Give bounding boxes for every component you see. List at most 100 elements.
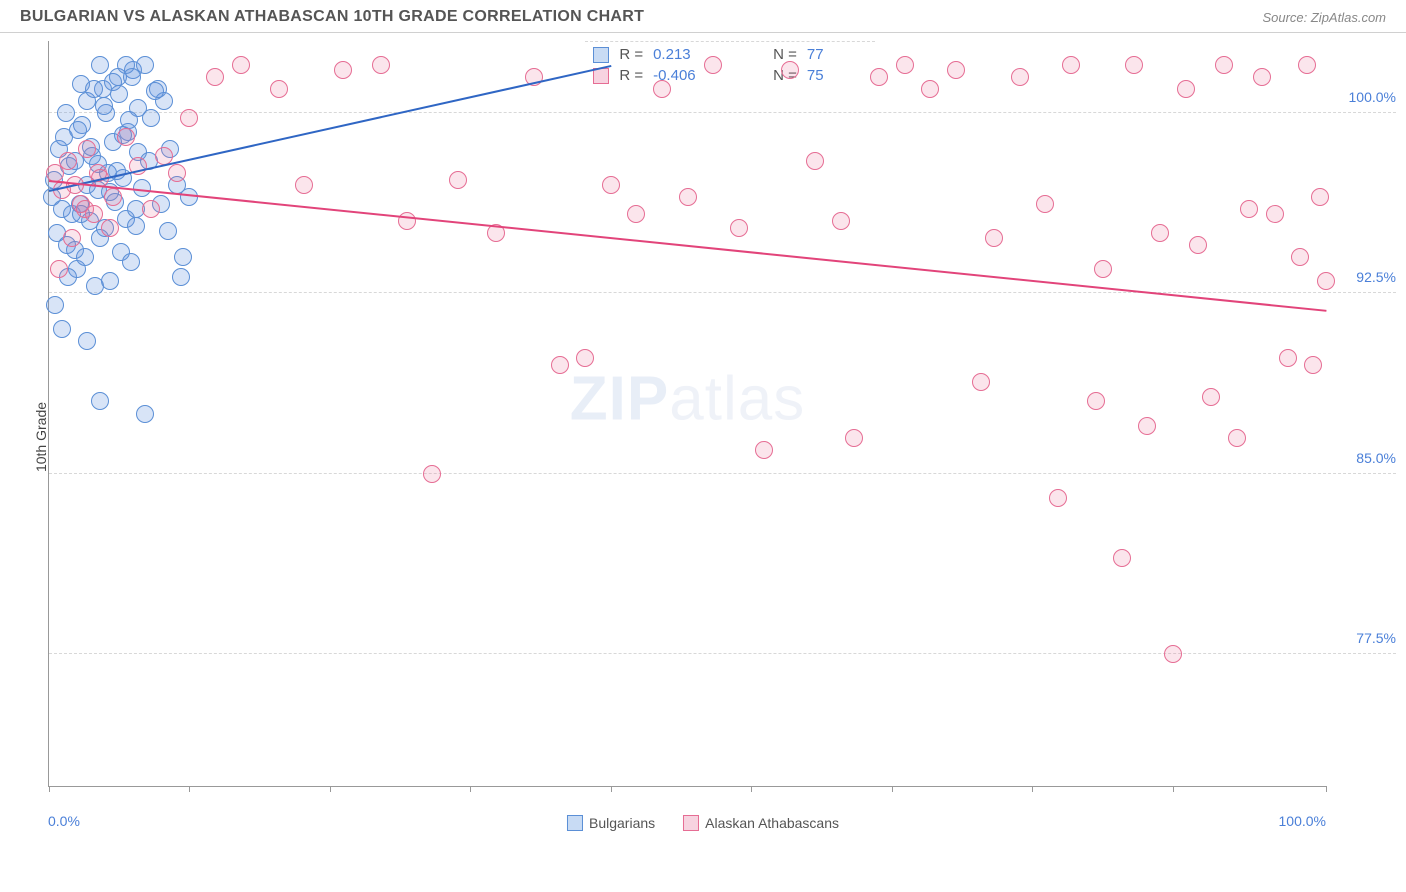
- data-point: [168, 164, 186, 182]
- plot-region: ZIPatlas R =0.213N =77R =-0.406N =75 100…: [48, 41, 1326, 787]
- data-point: [85, 80, 103, 98]
- data-point: [576, 349, 594, 367]
- x-tick: [1032, 786, 1033, 792]
- data-point: [59, 152, 77, 170]
- data-point: [104, 188, 122, 206]
- x-tick: [611, 786, 612, 792]
- data-point: [1177, 80, 1195, 98]
- watermark: ZIPatlas: [570, 363, 805, 434]
- data-point: [142, 200, 160, 218]
- data-point: [1311, 188, 1329, 206]
- data-point: [136, 405, 154, 423]
- data-point: [1189, 236, 1207, 254]
- data-point: [117, 128, 135, 146]
- legend-swatch: [593, 47, 609, 63]
- data-point: [755, 441, 773, 459]
- data-point: [449, 171, 467, 189]
- data-point: [76, 200, 94, 218]
- series-legend: Bulgarians Alaskan Athabascans: [567, 815, 839, 831]
- x-axis-max-label: 100.0%: [1279, 813, 1326, 829]
- y-tick-label: 92.5%: [1336, 269, 1396, 285]
- data-point: [1266, 205, 1284, 223]
- data-point: [947, 61, 965, 79]
- data-point: [146, 82, 164, 100]
- data-point: [1291, 248, 1309, 266]
- data-point: [136, 56, 154, 74]
- x-tick: [330, 786, 331, 792]
- data-point: [602, 176, 620, 194]
- data-point: [921, 80, 939, 98]
- data-point: [896, 56, 914, 74]
- data-point: [1011, 68, 1029, 86]
- stat-r-label: R =: [619, 46, 643, 63]
- x-tick: [1173, 786, 1174, 792]
- x-tick: [470, 786, 471, 792]
- data-point: [232, 56, 250, 74]
- legend-label: Alaskan Athabascans: [705, 815, 839, 831]
- data-point: [159, 222, 177, 240]
- chart-title: BULGARIAN VS ALASKAN ATHABASCAN 10TH GRA…: [20, 8, 644, 26]
- data-point: [870, 68, 888, 86]
- data-point: [180, 188, 198, 206]
- x-tick: [751, 786, 752, 792]
- x-tick: [49, 786, 50, 792]
- data-point: [704, 56, 722, 74]
- data-point: [845, 429, 863, 447]
- data-point: [101, 219, 119, 237]
- data-point: [206, 68, 224, 86]
- data-point: [1317, 272, 1335, 290]
- data-point: [270, 80, 288, 98]
- data-point: [1036, 195, 1054, 213]
- x-tick: [1326, 786, 1327, 792]
- data-point: [1087, 392, 1105, 410]
- x-axis-min-label: 0.0%: [48, 813, 80, 829]
- data-point: [627, 205, 645, 223]
- chart-area: 10th Grade ZIPatlas R =0.213N =77R =-0.4…: [0, 33, 1406, 841]
- stat-r-label: R =: [619, 67, 643, 84]
- stats-legend-row: R =-0.406N =75: [593, 65, 867, 86]
- legend-swatch: [683, 815, 699, 831]
- data-point: [1228, 429, 1246, 447]
- data-point: [1049, 489, 1067, 507]
- y-tick-label: 85.0%: [1336, 450, 1396, 466]
- data-point: [172, 268, 190, 286]
- data-point: [730, 219, 748, 237]
- data-point: [78, 140, 96, 158]
- data-point: [1253, 68, 1271, 86]
- data-point: [120, 111, 138, 129]
- data-point: [781, 61, 799, 79]
- x-tick: [189, 786, 190, 792]
- y-tick-label: 77.5%: [1336, 630, 1396, 646]
- y-axis-label: 10th Grade: [33, 402, 49, 472]
- data-point: [174, 248, 192, 266]
- data-point: [69, 121, 87, 139]
- source-attribution: Source: ZipAtlas.com: [1262, 10, 1386, 25]
- data-point: [53, 320, 71, 338]
- data-point: [142, 109, 160, 127]
- stats-legend: R =0.213N =77R =-0.406N =75: [585, 41, 875, 88]
- legend-item: Alaskan Athabascans: [683, 815, 839, 831]
- data-point: [133, 179, 151, 197]
- legend-label: Bulgarians: [589, 815, 655, 831]
- data-point: [110, 85, 128, 103]
- data-point: [50, 260, 68, 278]
- data-point: [1304, 356, 1322, 374]
- data-point: [78, 332, 96, 350]
- stat-n-label: N =: [773, 46, 797, 63]
- gridline: [49, 653, 1396, 654]
- data-point: [1240, 200, 1258, 218]
- data-point: [1298, 56, 1316, 74]
- data-point: [972, 373, 990, 391]
- data-point: [985, 229, 1003, 247]
- data-point: [122, 253, 140, 271]
- data-point: [551, 356, 569, 374]
- data-point: [1279, 349, 1297, 367]
- data-point: [180, 109, 198, 127]
- chart-header: BULGARIAN VS ALASKAN ATHABASCAN 10TH GRA…: [0, 0, 1406, 33]
- data-point: [91, 56, 109, 74]
- data-point: [95, 97, 113, 115]
- x-tick: [892, 786, 893, 792]
- gridline: [49, 473, 1396, 474]
- stat-n-value: 77: [807, 46, 867, 63]
- data-point: [334, 61, 352, 79]
